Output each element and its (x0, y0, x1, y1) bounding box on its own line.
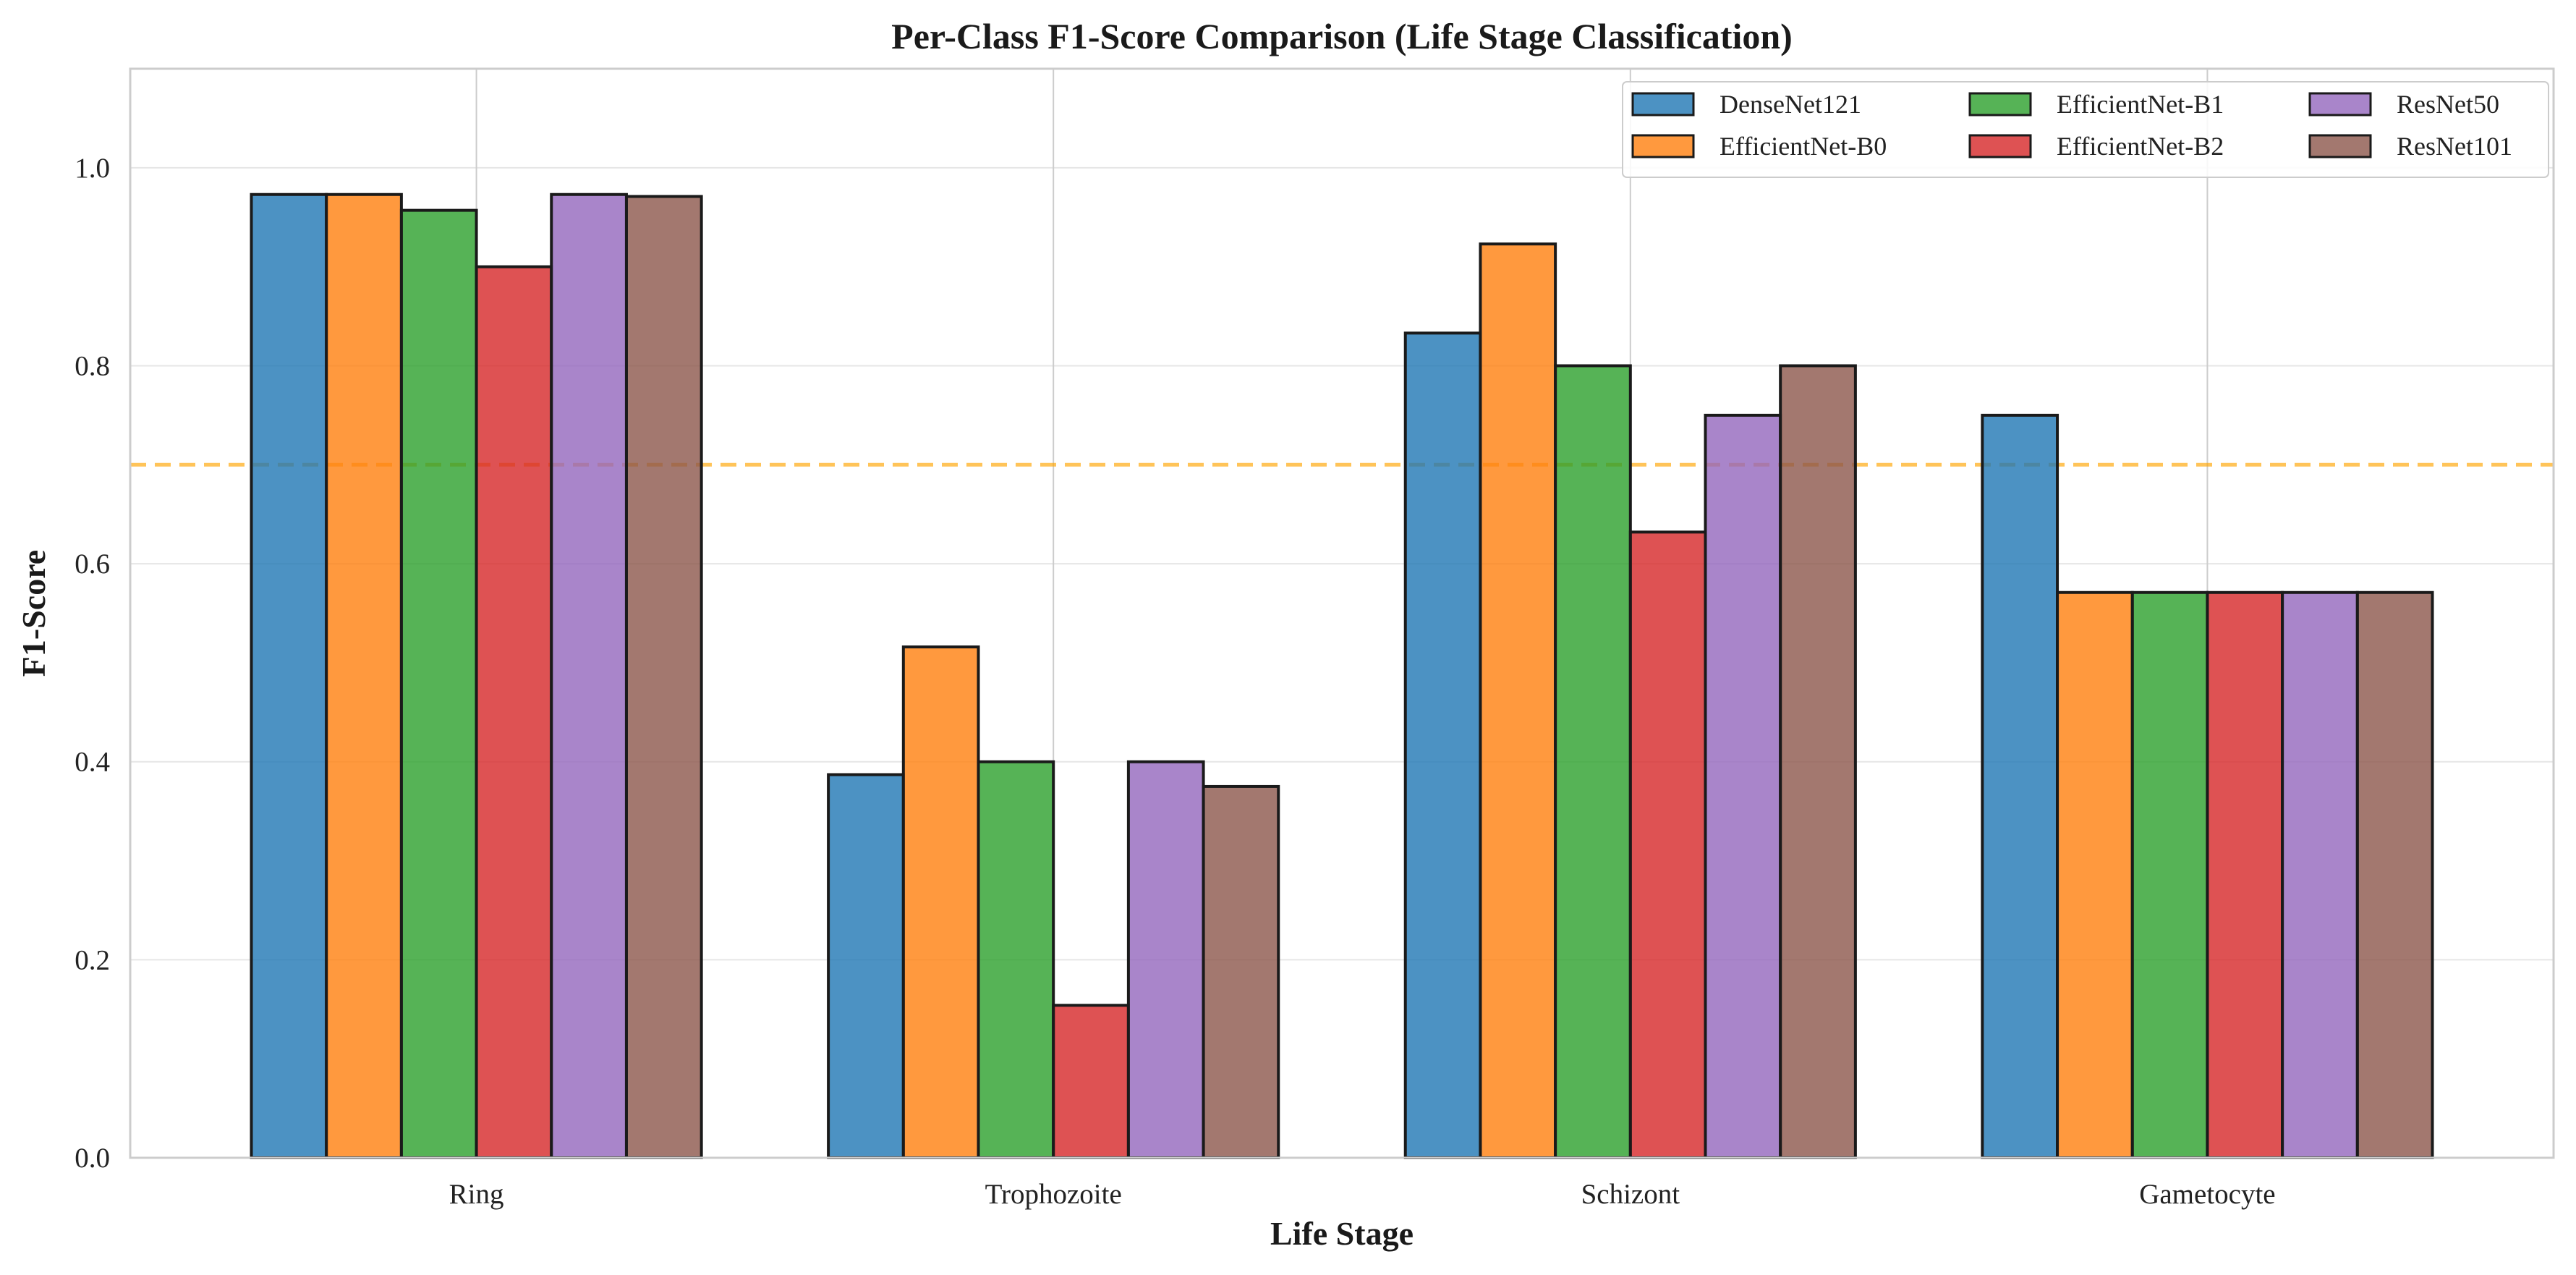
legend-label: EfficientNet-B2 (2057, 132, 2224, 161)
legend-swatch (1968, 92, 2032, 117)
bar (901, 645, 980, 1159)
legend-label: DenseNet121 (1720, 90, 1861, 119)
legend-label: EfficientNet-B0 (1720, 132, 1887, 161)
legend-swatch (1631, 92, 1695, 117)
bar (250, 192, 328, 1160)
plot-frame (129, 67, 2555, 1159)
x-tick-labels: Ring Trophozoite Schizont Gametocyte (449, 1179, 2276, 1210)
bar (2281, 590, 2359, 1159)
legend-label: ResNet101 (2397, 132, 2512, 161)
x-axis-label: Life Stage (1270, 1215, 1414, 1252)
x-tick-label: Gametocyte (2139, 1179, 2275, 1210)
bar (2355, 590, 2434, 1159)
y-tick-label: 0.4 (75, 747, 110, 778)
bar (1704, 413, 1782, 1159)
bar (399, 208, 478, 1159)
x-tick-label: Schizont (1581, 1179, 1680, 1210)
bars-layer (250, 192, 2434, 1160)
legend-label: EfficientNet-B1 (2057, 90, 2224, 119)
bar (1981, 413, 2059, 1159)
bar (2206, 590, 2284, 1159)
y-tick-labels: 0.0 0.2 0.4 0.6 0.8 1.0 (75, 153, 110, 1174)
y-tick-label: 0.6 (75, 548, 110, 580)
bar (977, 760, 1055, 1159)
legend-swatch (1631, 134, 1695, 158)
bar (827, 773, 905, 1160)
legend-swatch (1968, 134, 2032, 158)
bar (1479, 242, 1557, 1159)
legend-label: ResNet50 (2397, 90, 2499, 119)
x-tick-label: Trophozoite (985, 1179, 1122, 1210)
bar (1052, 1004, 1130, 1160)
legend-swatch (2308, 134, 2372, 158)
bar (1554, 364, 1632, 1159)
legend: DenseNet121 EfficientNet-B0 EfficientNet-B… (1622, 81, 2549, 178)
bar (1403, 331, 1482, 1159)
y-tick-label: 1.0 (75, 153, 110, 184)
x-tick-label: Ring (449, 1179, 504, 1210)
bar (1628, 530, 1707, 1159)
bar (475, 265, 553, 1159)
legend-swatch (2308, 92, 2372, 117)
chart-title: Per-Class F1-Score Comparison (Life Stag… (891, 16, 1793, 56)
bar (2056, 590, 2134, 1159)
bar (624, 195, 703, 1159)
bar (2130, 590, 2209, 1159)
y-axis-label: F1-Score (15, 550, 52, 677)
bar (1126, 760, 1205, 1159)
y-tick-label: 0.0 (75, 1143, 110, 1174)
y-tick-label: 0.8 (75, 350, 110, 381)
bar (1779, 364, 1857, 1159)
bar (550, 192, 628, 1160)
y-tick-label: 0.2 (75, 944, 110, 975)
bar (1202, 784, 1280, 1159)
bar (325, 192, 403, 1160)
